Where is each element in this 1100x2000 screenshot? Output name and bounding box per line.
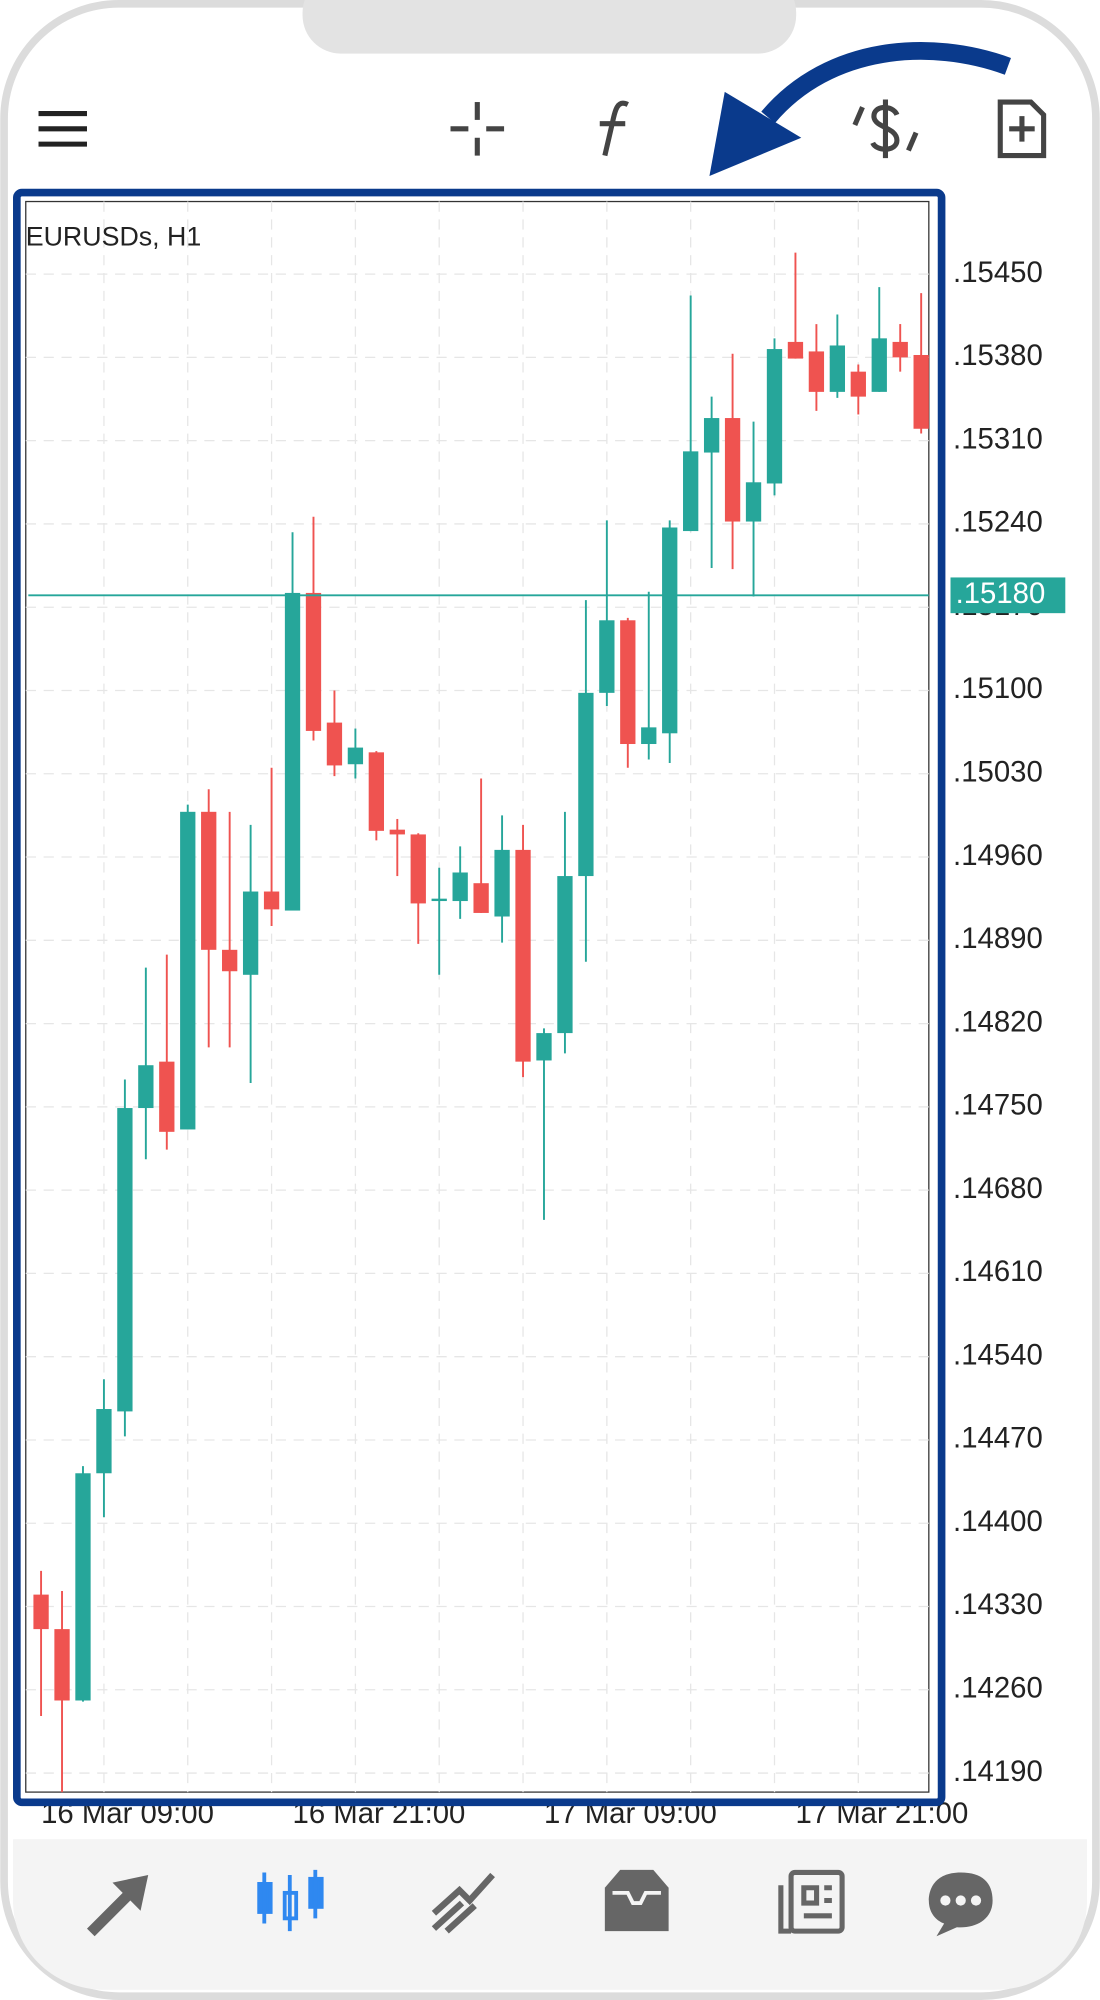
menu-button[interactable] xyxy=(38,110,87,147)
history-icon xyxy=(604,1869,669,1932)
candle-body xyxy=(222,949,238,972)
candle-body xyxy=(326,722,343,766)
y-tick-label: .14400 xyxy=(953,1505,1043,1538)
trade-icon xyxy=(431,1900,477,1934)
y-tick-label: .14820 xyxy=(953,1005,1043,1038)
candle-body xyxy=(54,1629,70,1701)
pointer-arrowhead xyxy=(709,91,802,177)
candle-body xyxy=(180,811,196,1130)
candle-body xyxy=(33,1594,49,1630)
candle-body xyxy=(347,747,364,765)
y-tick-label: .14750 xyxy=(953,1089,1043,1122)
candle-body xyxy=(641,727,657,745)
y-tick-label: .15380 xyxy=(953,339,1043,372)
candle-body xyxy=(850,371,866,397)
history-tab[interactable] xyxy=(604,1869,669,1932)
candle-body xyxy=(829,345,846,392)
y-tick-label: .14470 xyxy=(953,1422,1043,1455)
candle-body xyxy=(201,811,217,950)
candle-body xyxy=(808,351,825,392)
candle-body xyxy=(913,354,929,429)
candle-body xyxy=(787,341,804,359)
candle-body xyxy=(96,1409,112,1474)
candle-body xyxy=(892,341,908,358)
candle-body xyxy=(599,620,615,693)
news-tab[interactable] xyxy=(778,1869,845,1934)
y-tick-label: .15310 xyxy=(953,422,1043,455)
candle-body xyxy=(557,876,573,1034)
candle-body xyxy=(871,338,887,392)
quotes-tab[interactable] xyxy=(86,1875,149,1937)
candle-body xyxy=(263,891,280,910)
candle-body xyxy=(117,1108,133,1412)
y-tick-label: .15100 xyxy=(953,672,1043,705)
y-tick-label: .14680 xyxy=(953,1172,1043,1205)
candle-body xyxy=(75,1473,91,1701)
candle-body xyxy=(536,1033,552,1061)
trade-tab[interactable] xyxy=(431,1872,495,1934)
candle-body xyxy=(431,898,447,902)
y-tick-label: .15030 xyxy=(953,756,1043,789)
candle-body xyxy=(745,482,762,522)
quotes-icon xyxy=(86,1875,149,1937)
candle-body xyxy=(620,620,636,745)
candle-body xyxy=(368,752,385,831)
y-tick-label: .14960 xyxy=(953,839,1043,872)
candle-body xyxy=(242,891,259,975)
news-icon xyxy=(788,1869,845,1934)
highlight-frame xyxy=(13,188,946,1807)
candle-body xyxy=(515,849,531,1062)
crosshair-button[interactable] xyxy=(450,102,505,156)
history-icon-tray xyxy=(612,1890,661,1905)
news-icon-lines xyxy=(778,1885,832,1934)
y-tick-label: .14610 xyxy=(953,1255,1043,1288)
trade-icon xyxy=(431,1872,495,1916)
candle-body xyxy=(389,829,405,835)
pointer-arrow xyxy=(761,41,1011,124)
candle-body xyxy=(473,883,489,913)
notch xyxy=(302,0,797,54)
candle-body xyxy=(578,692,594,877)
y-tick-label: .14260 xyxy=(953,1672,1043,1705)
candle-body xyxy=(284,592,301,911)
new-order-button[interactable] xyxy=(997,99,1047,159)
chart: EURUSDs, H1 xyxy=(25,200,930,1793)
chart-tab[interactable] xyxy=(257,1869,324,1932)
candle-body xyxy=(159,1061,175,1132)
chart-title: EURUSDs, H1 xyxy=(26,222,202,252)
document-icon xyxy=(997,99,1047,159)
candle-body xyxy=(703,418,720,453)
y-tick-label: .14890 xyxy=(953,922,1043,955)
candle-body xyxy=(766,349,783,484)
y-tick-label: .14330 xyxy=(953,1588,1043,1621)
symbols-button[interactable] xyxy=(852,99,919,159)
y-tick-label: .14190 xyxy=(953,1755,1043,1788)
chat-dot xyxy=(970,1895,982,1906)
chat-dot xyxy=(955,1895,966,1906)
current-price-label: .15180 xyxy=(956,577,1046,610)
y-tick-label: .14540 xyxy=(953,1338,1043,1371)
bottom-nav xyxy=(13,1839,1087,1990)
indicators-button[interactable] xyxy=(599,100,629,157)
candle-body xyxy=(494,849,510,917)
candle-body xyxy=(662,527,678,734)
candle-body xyxy=(410,834,426,904)
plus-icon xyxy=(1009,116,1035,142)
y-tick-label: .15240 xyxy=(953,506,1043,539)
candle-body xyxy=(452,872,468,902)
chat-dot xyxy=(940,1895,951,1906)
y-tick-label: .15450 xyxy=(953,256,1043,289)
dollar-arrows xyxy=(852,106,919,152)
candle-body xyxy=(724,418,741,522)
candle-body xyxy=(138,1065,154,1109)
current-price-box xyxy=(950,577,1066,614)
candle-body xyxy=(683,451,699,532)
candle-body xyxy=(305,592,322,731)
chat-tab[interactable] xyxy=(928,1872,993,1937)
